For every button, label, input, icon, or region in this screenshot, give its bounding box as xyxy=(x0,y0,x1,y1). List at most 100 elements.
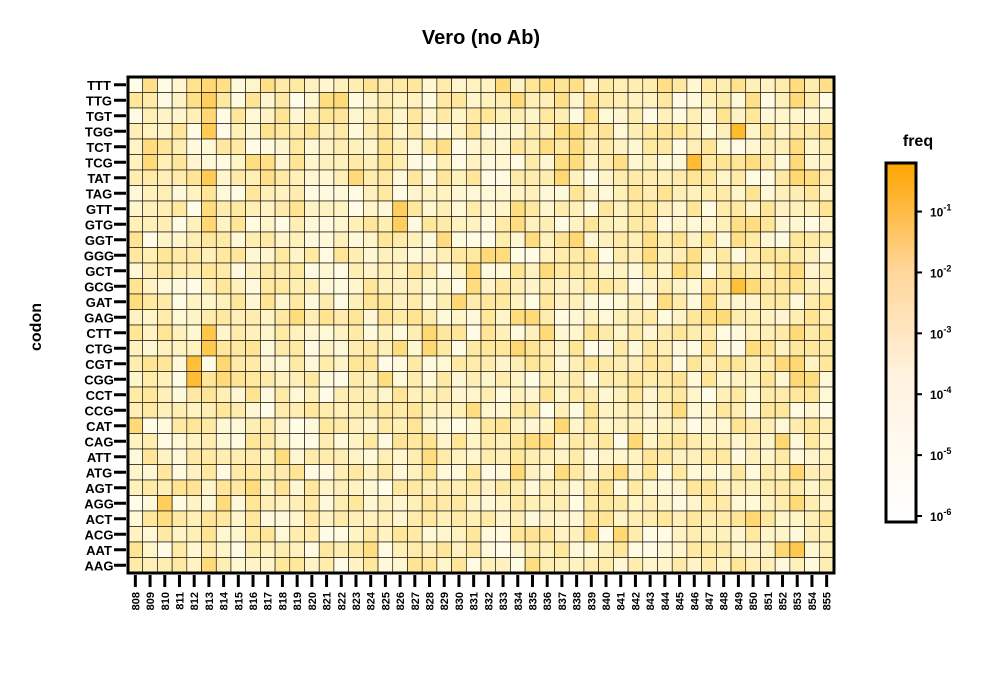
heatmap-cell xyxy=(627,293,644,310)
heatmap-cell xyxy=(421,92,438,109)
heatmap-cell xyxy=(539,495,555,512)
heatmap-cell xyxy=(495,247,511,264)
heatmap-cell xyxy=(495,154,511,171)
heatmap-cell xyxy=(583,510,599,527)
heatmap-cell xyxy=(774,495,791,512)
heatmap-cell xyxy=(686,293,702,310)
heatmap-cell xyxy=(804,200,820,217)
heatmap-cell xyxy=(716,154,732,171)
heatmap-cell xyxy=(627,371,644,388)
heatmap-cell xyxy=(613,324,629,341)
y-tick-label: GGG xyxy=(84,248,114,263)
heatmap-cell xyxy=(554,293,570,310)
heatmap-cell xyxy=(142,309,158,326)
heatmap-cell xyxy=(127,526,144,543)
heatmap-cell xyxy=(774,417,791,434)
heatmap-cell xyxy=(274,526,291,543)
heatmap-cell xyxy=(245,169,261,186)
heatmap-cell xyxy=(436,278,452,295)
heatmap-cell xyxy=(363,448,379,465)
heatmap-cell xyxy=(495,386,511,403)
heatmap-cell xyxy=(818,76,835,93)
heatmap-cell xyxy=(613,123,629,140)
heatmap-cell xyxy=(524,557,541,574)
heatmap-cell xyxy=(260,433,276,450)
heatmap-cell xyxy=(760,200,776,217)
heatmap-cell xyxy=(127,262,144,279)
heatmap-cell xyxy=(407,216,423,233)
heatmap-cell xyxy=(789,231,805,248)
heatmap-cell xyxy=(716,510,732,527)
heatmap-cell xyxy=(421,386,438,403)
heatmap-cell xyxy=(333,123,349,140)
heatmap-cell xyxy=(613,107,629,124)
heatmap-cell xyxy=(598,464,614,481)
heatmap-cell xyxy=(554,278,570,295)
heatmap-cell xyxy=(245,76,261,93)
heatmap-cell xyxy=(818,371,835,388)
heatmap-cell xyxy=(157,541,173,558)
heatmap-cell xyxy=(274,448,291,465)
heatmap-cell xyxy=(289,386,305,403)
heatmap-cell xyxy=(274,138,291,155)
heatmap-cell xyxy=(554,76,570,93)
heatmap-cell xyxy=(157,169,173,186)
heatmap-cell xyxy=(716,355,732,372)
heatmap-cell xyxy=(568,324,585,341)
heatmap-cell xyxy=(539,479,555,496)
heatmap-cell xyxy=(260,92,276,109)
heatmap-cell xyxy=(348,262,364,279)
heatmap-cell xyxy=(701,138,717,155)
heatmap-cell xyxy=(465,355,482,372)
heatmap-cell xyxy=(657,107,673,124)
heatmap-cell xyxy=(657,557,673,574)
heatmap-cell xyxy=(510,169,526,186)
heatmap-cell xyxy=(480,386,497,403)
heatmap-cell xyxy=(245,371,261,388)
heatmap-cell xyxy=(671,386,688,403)
heatmap-cell xyxy=(451,526,467,543)
heatmap-cell xyxy=(539,526,555,543)
heatmap-cell xyxy=(465,107,482,124)
heatmap-cell xyxy=(318,138,335,155)
heatmap-cell xyxy=(701,154,717,171)
heatmap-cell xyxy=(348,526,364,543)
x-tick-label: 854 xyxy=(807,591,819,610)
heatmap-cell xyxy=(642,371,658,388)
heatmap-cell xyxy=(201,185,217,202)
heatmap-cell xyxy=(539,309,555,326)
heatmap-cell xyxy=(657,355,673,372)
y-tick-label: GCG xyxy=(84,279,114,294)
heatmap-cell xyxy=(716,138,732,155)
heatmap-cell xyxy=(818,557,835,574)
heatmap-cell xyxy=(804,123,820,140)
heatmap-cell xyxy=(127,309,144,326)
x-tick-label: 811 xyxy=(175,592,187,610)
heatmap-cell xyxy=(510,309,526,326)
heatmap-cell xyxy=(260,154,276,171)
heatmap-cell xyxy=(730,510,747,527)
heatmap-cell xyxy=(730,355,747,372)
heatmap-cell xyxy=(583,107,599,124)
heatmap-cell xyxy=(333,371,349,388)
heatmap-cell xyxy=(186,495,202,512)
heatmap-cell xyxy=(451,557,467,574)
heatmap-cell xyxy=(818,169,835,186)
heatmap-cell xyxy=(377,371,394,388)
heatmap-cell xyxy=(142,123,158,140)
heatmap-cell xyxy=(465,309,482,326)
heatmap-cell xyxy=(524,526,541,543)
heatmap-cell xyxy=(818,433,835,450)
heatmap-cell xyxy=(171,479,188,496)
heatmap-cell xyxy=(127,433,144,450)
heatmap-cell xyxy=(333,278,349,295)
heatmap-cells xyxy=(127,76,835,574)
y-tick-labels: TTTTTGTGTTGGTCTTCGTATTAGGTTGTGGGTGGGGCTG… xyxy=(84,78,114,574)
heatmap-cell xyxy=(804,433,820,450)
heatmap-cell xyxy=(701,216,717,233)
heatmap-cell xyxy=(274,169,291,186)
heatmap-cell xyxy=(348,216,364,233)
heatmap-cell xyxy=(657,309,673,326)
heatmap-cell xyxy=(215,216,232,233)
heatmap-cell xyxy=(524,541,541,558)
